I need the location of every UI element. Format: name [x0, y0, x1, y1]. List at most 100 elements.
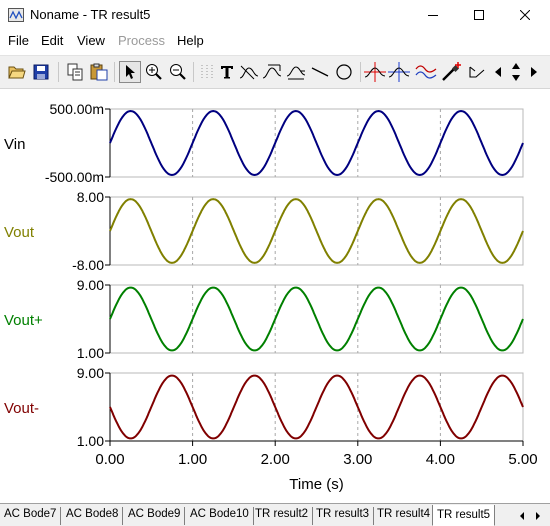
minimize-icon — [428, 15, 438, 16]
menu-edit[interactable]: Edit — [41, 33, 64, 48]
tab-scroll-left[interactable] — [516, 509, 528, 523]
tab-right-icon — [536, 512, 540, 520]
y-tick-label: 9.00 — [77, 277, 104, 293]
cursor-c-icon — [286, 66, 306, 80]
app-icon — [8, 8, 24, 22]
cursor-a-button[interactable] — [238, 61, 260, 83]
tab-ac-bode9[interactable]: AC Bode9 — [124, 507, 186, 525]
x-tick-label: 4.00 — [426, 451, 455, 468]
window-title: Noname - TR result5 — [30, 7, 151, 22]
series-label: Vout- — [4, 400, 39, 417]
y-tick-label: 1.00 — [77, 345, 104, 361]
series-line — [109, 286, 524, 352]
toolbar-separator — [114, 62, 115, 82]
cursor-a-icon — [239, 65, 259, 80]
waveform-icon — [415, 65, 437, 79]
line-icon — [311, 67, 329, 77]
open-icon — [8, 66, 26, 79]
cursor-b-icon — [262, 64, 282, 79]
grid-button[interactable] — [196, 61, 218, 83]
title-bar: Noname - TR result5 — [0, 0, 550, 30]
series-line — [109, 374, 524, 440]
zoom-in-icon — [146, 64, 162, 80]
x-tick-label: 2.00 — [261, 451, 290, 468]
up-down-button[interactable] — [509, 61, 523, 83]
minimize-button[interactable] — [410, 0, 456, 30]
x-axis-title: Time (s) — [289, 476, 343, 493]
tab-left-icon — [520, 512, 524, 520]
left-arrow-button[interactable] — [491, 61, 505, 83]
menu-process[interactable]: Process — [118, 33, 165, 48]
waveform-chart[interactable]: 500.00m -500.00m Vin 8.00 -8.00 Vout 9.00 1.00 V… — [0, 90, 550, 503]
menu-bar: File Edit View Process Help — [0, 30, 550, 52]
up-down-icon — [512, 63, 520, 81]
line-button[interactable] — [309, 61, 331, 83]
series-line — [109, 198, 524, 264]
y-tick-label: -8.00 — [72, 257, 104, 273]
left-arrow-icon — [495, 67, 501, 77]
tab-ac-bode10[interactable]: AC Bode10 — [186, 507, 254, 525]
zoom-out-button[interactable] — [167, 61, 189, 83]
waveform-button[interactable] — [415, 61, 437, 83]
right-arrow-button[interactable] — [527, 61, 541, 83]
circle-icon — [336, 64, 352, 80]
save-button[interactable] — [30, 61, 52, 83]
menu-file[interactable]: File — [8, 33, 29, 48]
circle-button[interactable] — [333, 61, 355, 83]
copy-button[interactable] — [64, 61, 86, 83]
close-button[interactable] — [502, 0, 548, 30]
close-icon — [520, 10, 530, 20]
marker-button[interactable] — [441, 61, 463, 83]
toolbar-separator — [58, 62, 59, 82]
maximize-button[interactable] — [456, 0, 502, 30]
select-button[interactable] — [119, 61, 141, 83]
marker-icon — [442, 62, 461, 81]
cursor-red-button[interactable] — [364, 61, 386, 83]
slope-icon — [469, 66, 485, 78]
tab-tr-result4[interactable]: TR result4 — [373, 507, 436, 525]
paste-icon — [90, 63, 108, 81]
slope-button[interactable] — [466, 61, 488, 83]
tab-ac-bode8[interactable]: AC Bode8 — [62, 507, 124, 525]
series-label: Vout — [4, 224, 35, 241]
tab-tr-result5[interactable]: TR result5 — [432, 505, 496, 526]
zoom-in-button[interactable] — [143, 61, 165, 83]
select-arrow-icon — [126, 65, 135, 79]
maximize-icon — [474, 10, 484, 20]
cursor-red-icon — [364, 62, 386, 82]
x-tick-label: 3.00 — [343, 451, 372, 468]
toolbar-separator — [360, 62, 361, 82]
tab-tr-result3[interactable]: TR result3 — [312, 507, 375, 525]
y-tick-label: 500.00m — [50, 101, 104, 117]
tab-tr-result2[interactable]: TR result2 — [251, 507, 314, 525]
series-label: Vin — [4, 136, 25, 153]
right-arrow-icon — [531, 67, 537, 77]
tab-scroll-right[interactable] — [532, 509, 544, 523]
y-tick-label: 1.00 — [77, 433, 104, 449]
text-button[interactable] — [216, 61, 238, 83]
menu-help[interactable]: Help — [177, 33, 204, 48]
series-line — [109, 109, 524, 177]
grid-icon — [201, 65, 213, 79]
paste-button[interactable] — [88, 61, 110, 83]
cursor-b-button[interactable] — [261, 61, 283, 83]
tab-bar: AC Bode7 AC Bode8 AC Bode9 AC Bode10 TR … — [0, 503, 550, 526]
chart-svg: 500.00m -500.00m Vin 8.00 -8.00 Vout 9.00 1.00 V… — [4, 101, 538, 493]
toolbar — [0, 55, 550, 89]
x-tick-label: 5.00 — [508, 451, 537, 468]
tab-ac-bode7[interactable]: AC Bode7 — [0, 507, 62, 525]
cursor-c-button[interactable] — [285, 61, 307, 83]
cursor-blue-button[interactable] — [388, 61, 410, 83]
x-tick-label: 0.00 — [95, 451, 124, 468]
series-label: Vout+ — [4, 312, 43, 329]
open-button[interactable] — [6, 61, 28, 83]
zoom-out-icon — [170, 64, 186, 80]
y-tick-label: -500.00m — [45, 169, 104, 185]
text-icon — [221, 66, 233, 79]
save-icon — [33, 64, 49, 80]
menu-view[interactable]: View — [77, 33, 105, 48]
x-tick-label: 1.00 — [178, 451, 207, 468]
toolbar-separator — [193, 62, 194, 82]
cursor-blue-icon — [388, 62, 410, 82]
y-tick-label: 8.00 — [77, 189, 104, 205]
